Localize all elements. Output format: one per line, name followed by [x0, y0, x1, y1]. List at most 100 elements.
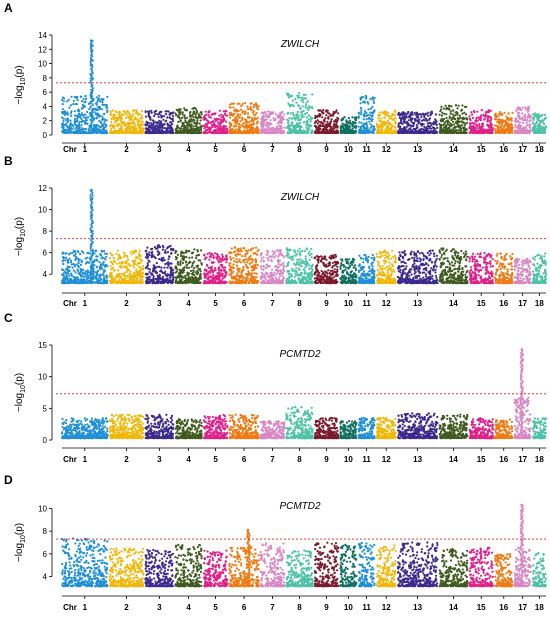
snp-point	[486, 120, 489, 123]
snp-point	[101, 263, 104, 266]
snp-point	[510, 131, 513, 134]
snp-point	[79, 267, 82, 271]
snp-point	[242, 122, 245, 125]
snp-point	[128, 122, 131, 125]
snp-point	[486, 130, 489, 133]
snp-point	[127, 125, 130, 128]
snp-point	[79, 128, 82, 131]
snp-point	[415, 111, 418, 114]
snp-point	[101, 103, 104, 106]
snp-point	[74, 114, 77, 117]
snp-point	[73, 254, 76, 257]
snp-point	[182, 127, 185, 130]
snp-point	[185, 109, 188, 112]
peak-point	[91, 97, 94, 100]
y-tick-label: 0	[43, 131, 48, 140]
snp-point	[120, 130, 123, 133]
snp-point	[401, 116, 404, 119]
snp-point	[298, 127, 302, 130]
snp-point	[514, 119, 517, 122]
snp-point	[202, 124, 205, 127]
snp-point	[363, 101, 367, 104]
peak-point	[89, 118, 92, 121]
snp-point	[348, 131, 351, 134]
snp-point	[199, 126, 203, 130]
snp-point	[414, 129, 417, 132]
snp-point	[87, 261, 90, 264]
snp-point	[528, 131, 531, 135]
snp-point	[399, 121, 402, 125]
snp-point	[88, 130, 91, 133]
snp-point	[412, 127, 415, 130]
snp-point	[122, 113, 125, 116]
snp-point	[408, 131, 411, 134]
snp-point	[402, 118, 406, 121]
snp-point	[156, 113, 159, 116]
snp-point	[533, 115, 536, 118]
snp-point	[191, 113, 194, 116]
snp-point	[153, 114, 156, 118]
snp-point	[62, 120, 65, 123]
snp-point	[290, 94, 293, 97]
snp-point	[323, 131, 326, 134]
snp-point	[367, 108, 370, 111]
snp-point	[70, 95, 73, 98]
snp-point	[359, 106, 362, 110]
snp-point	[535, 127, 539, 130]
snp-point	[360, 109, 363, 112]
snp-point	[397, 111, 400, 114]
snp-point	[328, 125, 331, 128]
snp-point	[331, 113, 335, 116]
snp-point	[80, 113, 83, 116]
snp-point	[454, 129, 458, 132]
snp-point	[178, 109, 181, 112]
snp-point	[67, 127, 70, 131]
snp-point	[166, 116, 169, 119]
snp-point	[510, 119, 513, 122]
snp-point	[453, 123, 456, 126]
snp-point	[193, 119, 196, 122]
snp-point	[165, 127, 168, 130]
snp-point	[228, 122, 232, 125]
snp-point	[432, 126, 435, 129]
snp-point	[112, 131, 115, 134]
snp-point	[135, 255, 138, 259]
snp-point	[358, 128, 361, 131]
snp-point	[456, 112, 459, 115]
snp-point	[525, 121, 528, 124]
snp-point	[445, 113, 448, 116]
snp-point	[95, 249, 98, 252]
snp-point	[353, 131, 356, 134]
snp-point	[61, 131, 64, 134]
snp-point	[521, 121, 525, 124]
snp-point	[430, 110, 433, 113]
snp-point	[404, 129, 408, 132]
snp-point	[78, 115, 81, 118]
snp-point	[260, 117, 263, 120]
chromosome-label: 4	[186, 145, 191, 154]
snp-point	[225, 128, 228, 131]
snp-point	[148, 126, 152, 129]
snp-point	[192, 106, 196, 110]
snp-point	[299, 96, 302, 99]
snp-point	[141, 271, 145, 274]
snp-point	[369, 98, 372, 101]
snp-point	[499, 111, 502, 114]
snp-point	[489, 109, 492, 112]
snp-point	[503, 111, 506, 114]
snp-point	[87, 116, 90, 119]
snp-point	[228, 126, 231, 129]
snp-point	[438, 122, 441, 125]
snp-point	[311, 107, 314, 110]
snp-point	[501, 119, 504, 123]
snp-point	[138, 113, 141, 116]
snp-point	[445, 131, 448, 134]
snp-point	[99, 273, 102, 276]
snp-point	[440, 105, 443, 108]
snp-point	[326, 120, 329, 123]
snp-point	[232, 102, 235, 105]
snp-point	[131, 113, 134, 116]
snp-point	[464, 117, 467, 120]
snp-point	[241, 102, 244, 105]
snp-point	[454, 104, 458, 107]
